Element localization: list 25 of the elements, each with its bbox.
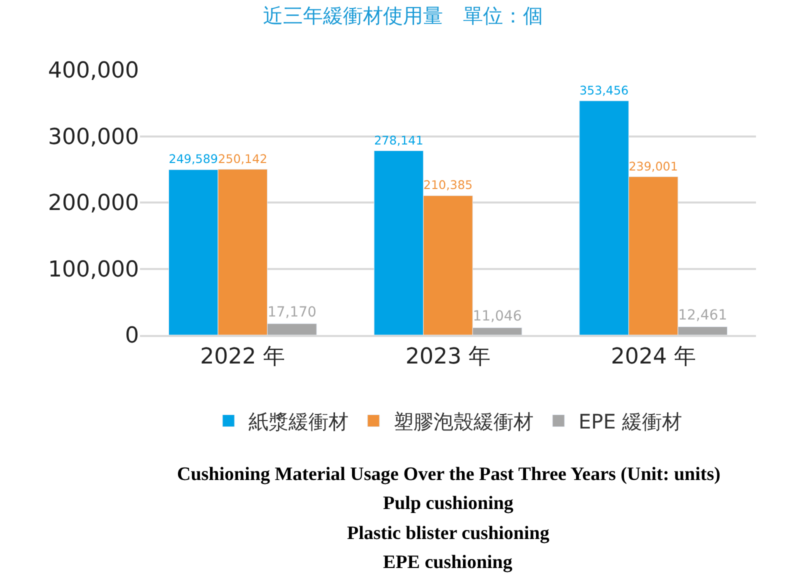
text: EPE cushioning	[383, 552, 513, 573]
data-label: 250,142	[218, 152, 268, 166]
chart-title: 近三年緩衝材使用量 單位：個	[263, 4, 543, 28]
x-tick-label: 2022 年	[200, 344, 286, 370]
data-label: 249,589	[168, 152, 218, 166]
text: Pulp cushioning	[383, 493, 514, 514]
text: Plastic blister cushioning	[347, 523, 550, 544]
legend-label: EPE 緩衝材	[578, 410, 682, 434]
y-tick-label: 300,000	[48, 124, 139, 150]
x-tick-label: 2023 年	[406, 344, 490, 370]
text: Cushioning Material Usage Over the Past Three Years (Unit: units)	[177, 464, 720, 485]
legend-label: 塑膠泡殼緩衝材	[394, 410, 534, 434]
legend-label: 紙漿緩衝材	[248, 410, 348, 434]
data-label: 278,141	[374, 133, 424, 148]
x-tick-label: 2024 年	[610, 344, 696, 370]
y-tick-label: 200,000	[48, 191, 139, 216]
y-tick-label: 0	[125, 324, 139, 349]
data-label: 17,170	[267, 304, 316, 321]
data-label: 210,385	[423, 178, 473, 192]
data-label: 11,046	[472, 308, 522, 325]
data-label: 353,456	[579, 83, 629, 98]
y-tick-label: 100,000	[48, 257, 139, 282]
y-tick-label: 400,000	[48, 58, 139, 84]
data-label: 12,461	[678, 308, 728, 324]
data-label: 239,001	[628, 159, 678, 174]
